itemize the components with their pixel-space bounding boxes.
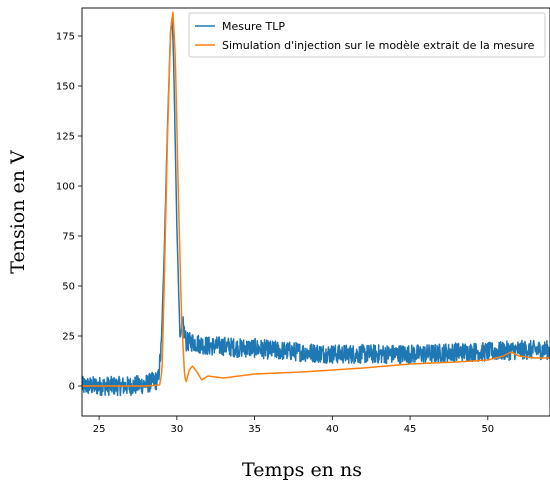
y-tick-label: 0 (69, 382, 75, 393)
legend: Mesure TLP Simulation d'injection sur le … (188, 12, 546, 58)
legend-label-2: Simulation d'injection sur le modèle ext… (222, 39, 535, 52)
y-axis-title: Tension en V (7, 150, 29, 274)
x-tick-label: 35 (248, 424, 261, 435)
y-tick-label: 150 (56, 82, 75, 93)
series-layer (82, 11, 550, 397)
x-tick-label: 40 (326, 424, 339, 435)
x-axis-title: Temps en ns (242, 459, 362, 481)
y-tick-label: 125 (56, 132, 75, 143)
y-tick-label: 25 (62, 332, 75, 343)
x-tick-label: 50 (481, 424, 494, 435)
y-tick-label: 175 (56, 32, 75, 43)
y-tick-label: 50 (62, 282, 75, 293)
plot-frame (81, 7, 550, 417)
series-line-1 (82, 17, 550, 397)
x-tick-label: 30 (170, 424, 183, 435)
y-tick-label: 100 (56, 182, 75, 193)
legend-label-1: Mesure TLP (222, 20, 285, 33)
x-tick-label: 25 (93, 424, 106, 435)
legend-box (188, 12, 546, 58)
y-tick-label: 75 (62, 232, 75, 243)
x-tick-label: 45 (404, 424, 417, 435)
series-line-2 (82, 11, 550, 387)
x-axis: 25 30 35 40 45 50 (93, 416, 494, 435)
y-axis: 0 25 50 75 100 125 150 175 (56, 32, 82, 393)
